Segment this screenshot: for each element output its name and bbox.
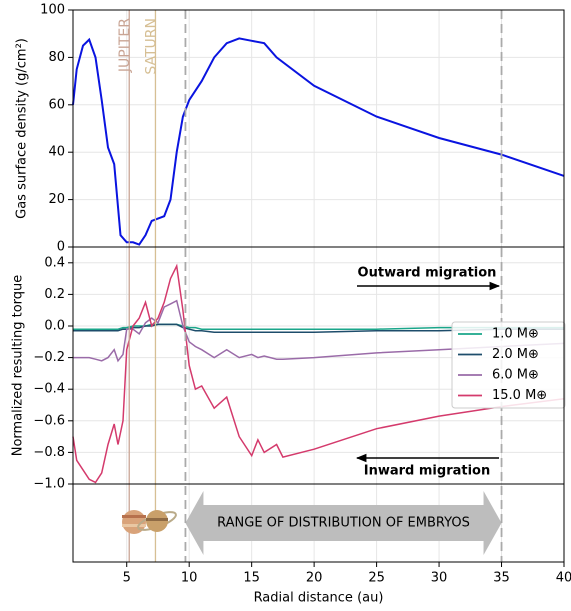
y-tick-label: 60	[48, 97, 65, 112]
y-tick-label: 100	[40, 3, 65, 18]
range-arrow	[185, 491, 502, 555]
y-tick-label: −0.2	[33, 350, 65, 365]
legend-label: 6.0 M⊕	[492, 368, 539, 383]
y-tick-label: 0.2	[44, 287, 65, 302]
legend-box	[451, 321, 566, 409]
data-line	[72, 263, 565, 484]
x-tick-label: 10	[181, 571, 198, 586]
x-tick-label: 20	[306, 571, 323, 586]
annotation: Inward migration	[364, 464, 490, 479]
planet-label: JUPITER	[117, 18, 133, 73]
planet-label: SATURN	[143, 18, 159, 75]
planet-icons	[122, 510, 177, 534]
x-tick-label: 30	[431, 571, 448, 586]
x-axis-label: Radial distance (au)	[254, 591, 384, 606]
legend-label: 2.0 M⊕	[492, 347, 539, 362]
y-tick-label: 40	[48, 145, 65, 160]
y-tick-label: 0.0	[44, 319, 65, 334]
annotation: Outward migration	[358, 266, 497, 281]
y-tick-label: −0.6	[33, 413, 65, 428]
y-tick-label: 0	[57, 240, 65, 255]
range-label: RANGE OF DISTRIBUTION OF EMBRYOS	[217, 516, 470, 531]
data-line	[73, 323, 564, 334]
y-tick-label: −0.8	[33, 445, 65, 460]
x-tick-label: 5	[123, 571, 131, 586]
y-tick-label: −1.0	[33, 477, 65, 492]
plot: 5 10 15 20 25 30 35 40 Radial distance (au) 0 20 40…	[11, 3, 571, 606]
y-axis-label: Normalized resulting torque	[11, 275, 26, 457]
y-tick-label: −0.4	[33, 382, 65, 397]
legend-label: 1.0 M⊕	[492, 327, 539, 342]
x-tick-label: 35	[493, 571, 510, 586]
x-tick-label: 15	[243, 571, 260, 586]
y-tick-label: 20	[48, 192, 65, 207]
data-line	[73, 299, 565, 363]
y-tick-label: 80	[48, 50, 65, 65]
x-tick-label: 25	[368, 571, 385, 586]
y-tick-label: 0.4	[44, 255, 65, 270]
y-axis-label: Gas surface density (g/cm²)	[15, 38, 30, 219]
legend-label: 15.0 M⊕	[492, 388, 547, 403]
axes-frame	[72, 483, 565, 563]
x-tick-label: 40	[556, 571, 571, 586]
data-line	[72, 37, 565, 246]
